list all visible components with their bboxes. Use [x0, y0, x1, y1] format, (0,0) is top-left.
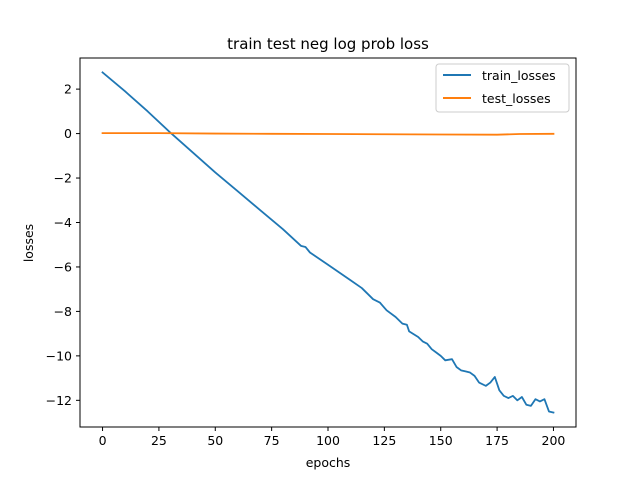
series-line-train-losses — [101, 71, 555, 414]
y-tick-label: −8 — [54, 304, 72, 319]
series-line-test-losses — [101, 132, 555, 136]
x-axis-label: epochs — [306, 455, 351, 470]
x-tick-label: 100 — [316, 433, 340, 448]
x-axis-ticks: 0 25 50 75 100 125 150 175 200 — [99, 427, 566, 448]
chart-title: train test neg log prob loss — [227, 35, 429, 53]
x-tick-label: 0 — [99, 433, 107, 448]
x-tick-label: 25 — [151, 433, 167, 448]
x-tick-label: 75 — [264, 433, 280, 448]
y-tick-label: −6 — [54, 259, 72, 274]
y-tick-label: −12 — [46, 393, 72, 408]
y-tick-label: −10 — [46, 348, 72, 363]
series-lines — [101, 71, 555, 414]
legend-label-train-losses: train_losses — [482, 68, 556, 83]
y-axis-ticks: 2 0 −2 −4 −6 −8 −10 −12 — [46, 82, 80, 408]
y-tick-label: 2 — [64, 82, 72, 97]
legend: train_losses test_losses — [435, 63, 570, 113]
y-tick-label: −4 — [54, 215, 72, 230]
x-tick-label: 150 — [429, 433, 453, 448]
x-tick-label: 200 — [542, 433, 566, 448]
legend-label-test-losses: test_losses — [482, 91, 551, 106]
x-tick-label: 50 — [207, 433, 223, 448]
x-tick-label: 125 — [372, 433, 396, 448]
x-tick-label: 175 — [485, 433, 509, 448]
y-axis-label: losses — [21, 224, 36, 262]
y-tick-label: 0 — [64, 126, 72, 141]
y-tick-label: −2 — [54, 171, 72, 186]
